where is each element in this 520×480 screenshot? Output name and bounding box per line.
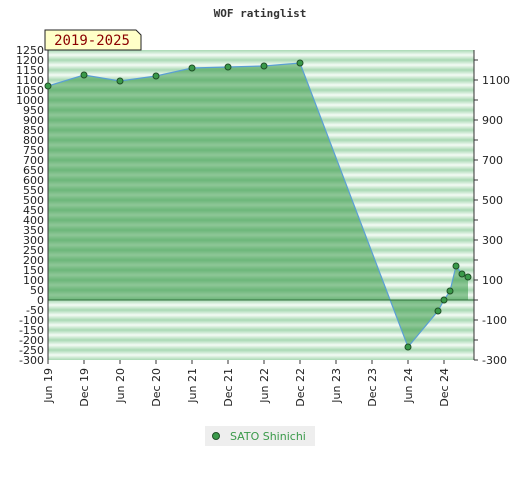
x-tick-label: Dec 20 [150,368,163,407]
legend-label: SATO Shinichi [230,430,306,443]
y-left-tick-label: 200 [23,254,44,267]
y-right-tick-label: 1100 [482,74,510,87]
y-left-tick-label: -300 [19,354,44,367]
y-left-tick-label: 1150 [16,64,44,77]
x-tick-label: Dec 22 [294,368,307,407]
x-tick-label: Jun 19 [42,368,55,404]
y-right-tick-label: 700 [482,154,503,167]
y-left-tick-label: 250 [23,244,44,257]
y-left-tick-label: 50 [30,284,44,297]
data-point [152,72,160,80]
data-point [80,71,88,79]
data-point [446,287,454,295]
y-left-tick-label: 1100 [16,74,44,87]
data-point [224,63,232,71]
y-left-tick-label: -200 [19,334,44,347]
x-tick-label: Jun 20 [114,368,127,404]
data-point [116,77,124,85]
x-tick-label: Dec 21 [222,368,235,407]
x-tick-label: Dec 19 [78,368,91,407]
x-tick-label: Jun 23 [330,368,343,404]
y-left-tick-label: 150 [23,264,44,277]
legend-marker [212,432,220,440]
y-left-tick-label: 750 [23,144,44,157]
y-left-tick-label: 500 [23,194,44,207]
data-point [188,64,196,72]
series-points [44,59,472,351]
y-right-tick-label: -100 [482,314,507,327]
y-left-tick-label: -250 [19,344,44,357]
y-left-tick-label: 550 [23,184,44,197]
y-left-tick-label: 900 [23,114,44,127]
period-label-box: 2019-2025 [44,29,142,51]
y-right-tick-label: 900 [482,114,503,127]
x-tick-label: Jun 21 [186,368,199,404]
y-left-tick-label: 0 [37,294,44,307]
chart-title: WOF ratinglist [214,7,307,20]
data-point [434,307,442,315]
data-point [260,62,268,70]
y-left-tick-label: 700 [23,154,44,167]
y-right-tick-label: 500 [482,194,503,207]
data-point [296,59,304,67]
y-left-tick-label: -50 [26,304,44,317]
y-left-tick-label: 1000 [16,94,44,107]
y-left-tick-label: -100 [19,314,44,327]
x-tick-label: Dec 23 [366,368,379,407]
y-left-tick-label: 450 [23,204,44,217]
y-left-tick-label: 850 [23,124,44,137]
y-left-tick-label: -150 [19,324,44,337]
period-label: 2019-2025 [54,33,130,49]
data-point [404,343,412,351]
y-left-tick-label: 950 [23,104,44,117]
y-left-tick-label: 600 [23,174,44,187]
y-right-tick-label: -300 [482,354,507,367]
y-left-tick-label: 1250 [16,44,44,57]
y-left-tick-label: 1200 [16,54,44,67]
y-right-tick-label: 100 [482,274,503,287]
legend: SATO Shinichi [205,426,315,446]
x-tick-label: Jun 24 [402,368,415,404]
y-left-tick-label: 350 [23,224,44,237]
axes: 1250120011501100105010009509008508007507… [16,44,510,407]
y-left-tick-label: 1050 [16,84,44,97]
data-point [440,296,448,304]
data-point [464,273,472,281]
y-right-tick-label: 300 [482,234,503,247]
y-left-tick-label: 650 [23,164,44,177]
y-left-tick-label: 400 [23,214,44,227]
x-tick-label: Jun 22 [258,368,271,404]
y-left-tick-label: 800 [23,134,44,147]
y-left-tick-label: 300 [23,234,44,247]
data-point [44,82,52,90]
data-point [452,262,460,270]
x-tick-label: Dec 24 [438,368,451,407]
y-left-tick-label: 100 [23,274,44,287]
data-point [458,270,466,278]
